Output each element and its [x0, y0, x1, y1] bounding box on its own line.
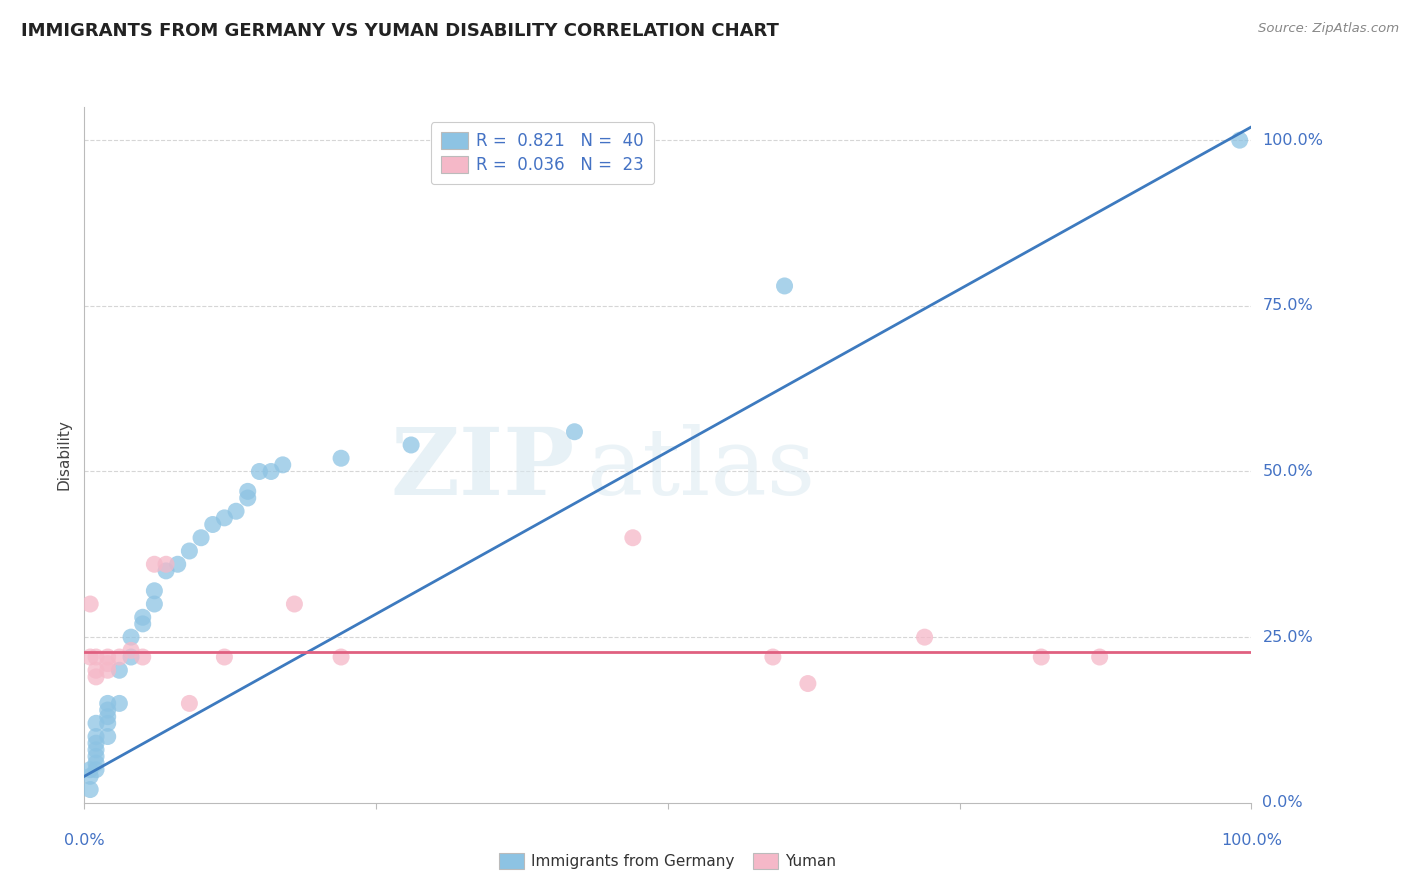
- Point: [201, 517, 224, 532]
- Point: [79, 782, 101, 797]
- Point: [84, 763, 107, 777]
- Point: [120, 630, 142, 644]
- Text: 75.0%: 75.0%: [1263, 298, 1313, 313]
- Point: [155, 564, 177, 578]
- Text: Source: ZipAtlas.com: Source: ZipAtlas.com: [1258, 22, 1399, 36]
- Text: ZIP: ZIP: [391, 424, 575, 514]
- Point: [914, 630, 936, 644]
- Point: [225, 504, 247, 518]
- Point: [143, 583, 166, 598]
- Point: [84, 730, 107, 744]
- Point: [108, 697, 131, 711]
- Point: [797, 676, 820, 690]
- Point: [260, 465, 283, 479]
- Point: [330, 451, 353, 466]
- Point: [108, 650, 131, 665]
- Point: [143, 597, 166, 611]
- Point: [84, 663, 107, 677]
- Point: [120, 650, 142, 665]
- Point: [564, 425, 586, 439]
- Point: [132, 610, 155, 624]
- Point: [97, 730, 120, 744]
- Point: [97, 709, 120, 723]
- Point: [84, 670, 107, 684]
- Point: [108, 663, 131, 677]
- Point: [79, 763, 101, 777]
- Point: [236, 484, 259, 499]
- Point: [79, 597, 101, 611]
- Point: [247, 465, 270, 479]
- Point: [79, 650, 101, 665]
- Point: [155, 558, 177, 572]
- Point: [166, 558, 188, 572]
- Text: 0.0%: 0.0%: [1263, 796, 1303, 810]
- Point: [97, 716, 120, 731]
- Point: [97, 697, 120, 711]
- Point: [179, 697, 201, 711]
- Point: [214, 511, 236, 525]
- Point: [97, 650, 120, 665]
- Point: [214, 650, 236, 665]
- Point: [283, 597, 305, 611]
- Point: [84, 650, 107, 665]
- Text: 100.0%: 100.0%: [1220, 833, 1282, 848]
- Point: [190, 531, 212, 545]
- Point: [97, 657, 120, 671]
- Text: 50.0%: 50.0%: [1263, 464, 1313, 479]
- Y-axis label: Disability: Disability: [56, 419, 72, 491]
- Point: [97, 703, 120, 717]
- Point: [236, 491, 259, 505]
- Point: [773, 279, 796, 293]
- Text: atlas: atlas: [586, 424, 815, 514]
- Text: IMMIGRANTS FROM GERMANY VS YUMAN DISABILITY CORRELATION CHART: IMMIGRANTS FROM GERMANY VS YUMAN DISABIL…: [21, 22, 779, 40]
- Point: [79, 769, 101, 783]
- Point: [1229, 133, 1251, 147]
- Point: [399, 438, 422, 452]
- Point: [132, 650, 155, 665]
- Point: [84, 749, 107, 764]
- Point: [1031, 650, 1053, 665]
- Point: [120, 643, 142, 657]
- Point: [271, 458, 294, 472]
- Point: [330, 650, 353, 665]
- Text: 0.0%: 0.0%: [65, 833, 104, 848]
- Point: [179, 544, 201, 558]
- Point: [132, 616, 155, 631]
- Point: [84, 716, 107, 731]
- Legend: Immigrants from Germany, Yuman: Immigrants from Germany, Yuman: [494, 847, 842, 875]
- Point: [84, 736, 107, 750]
- Point: [1088, 650, 1111, 665]
- Text: 25.0%: 25.0%: [1263, 630, 1313, 645]
- Point: [97, 663, 120, 677]
- Point: [84, 743, 107, 757]
- Point: [143, 558, 166, 572]
- Point: [84, 756, 107, 770]
- Text: 100.0%: 100.0%: [1263, 133, 1323, 148]
- Point: [621, 531, 644, 545]
- Point: [762, 650, 785, 665]
